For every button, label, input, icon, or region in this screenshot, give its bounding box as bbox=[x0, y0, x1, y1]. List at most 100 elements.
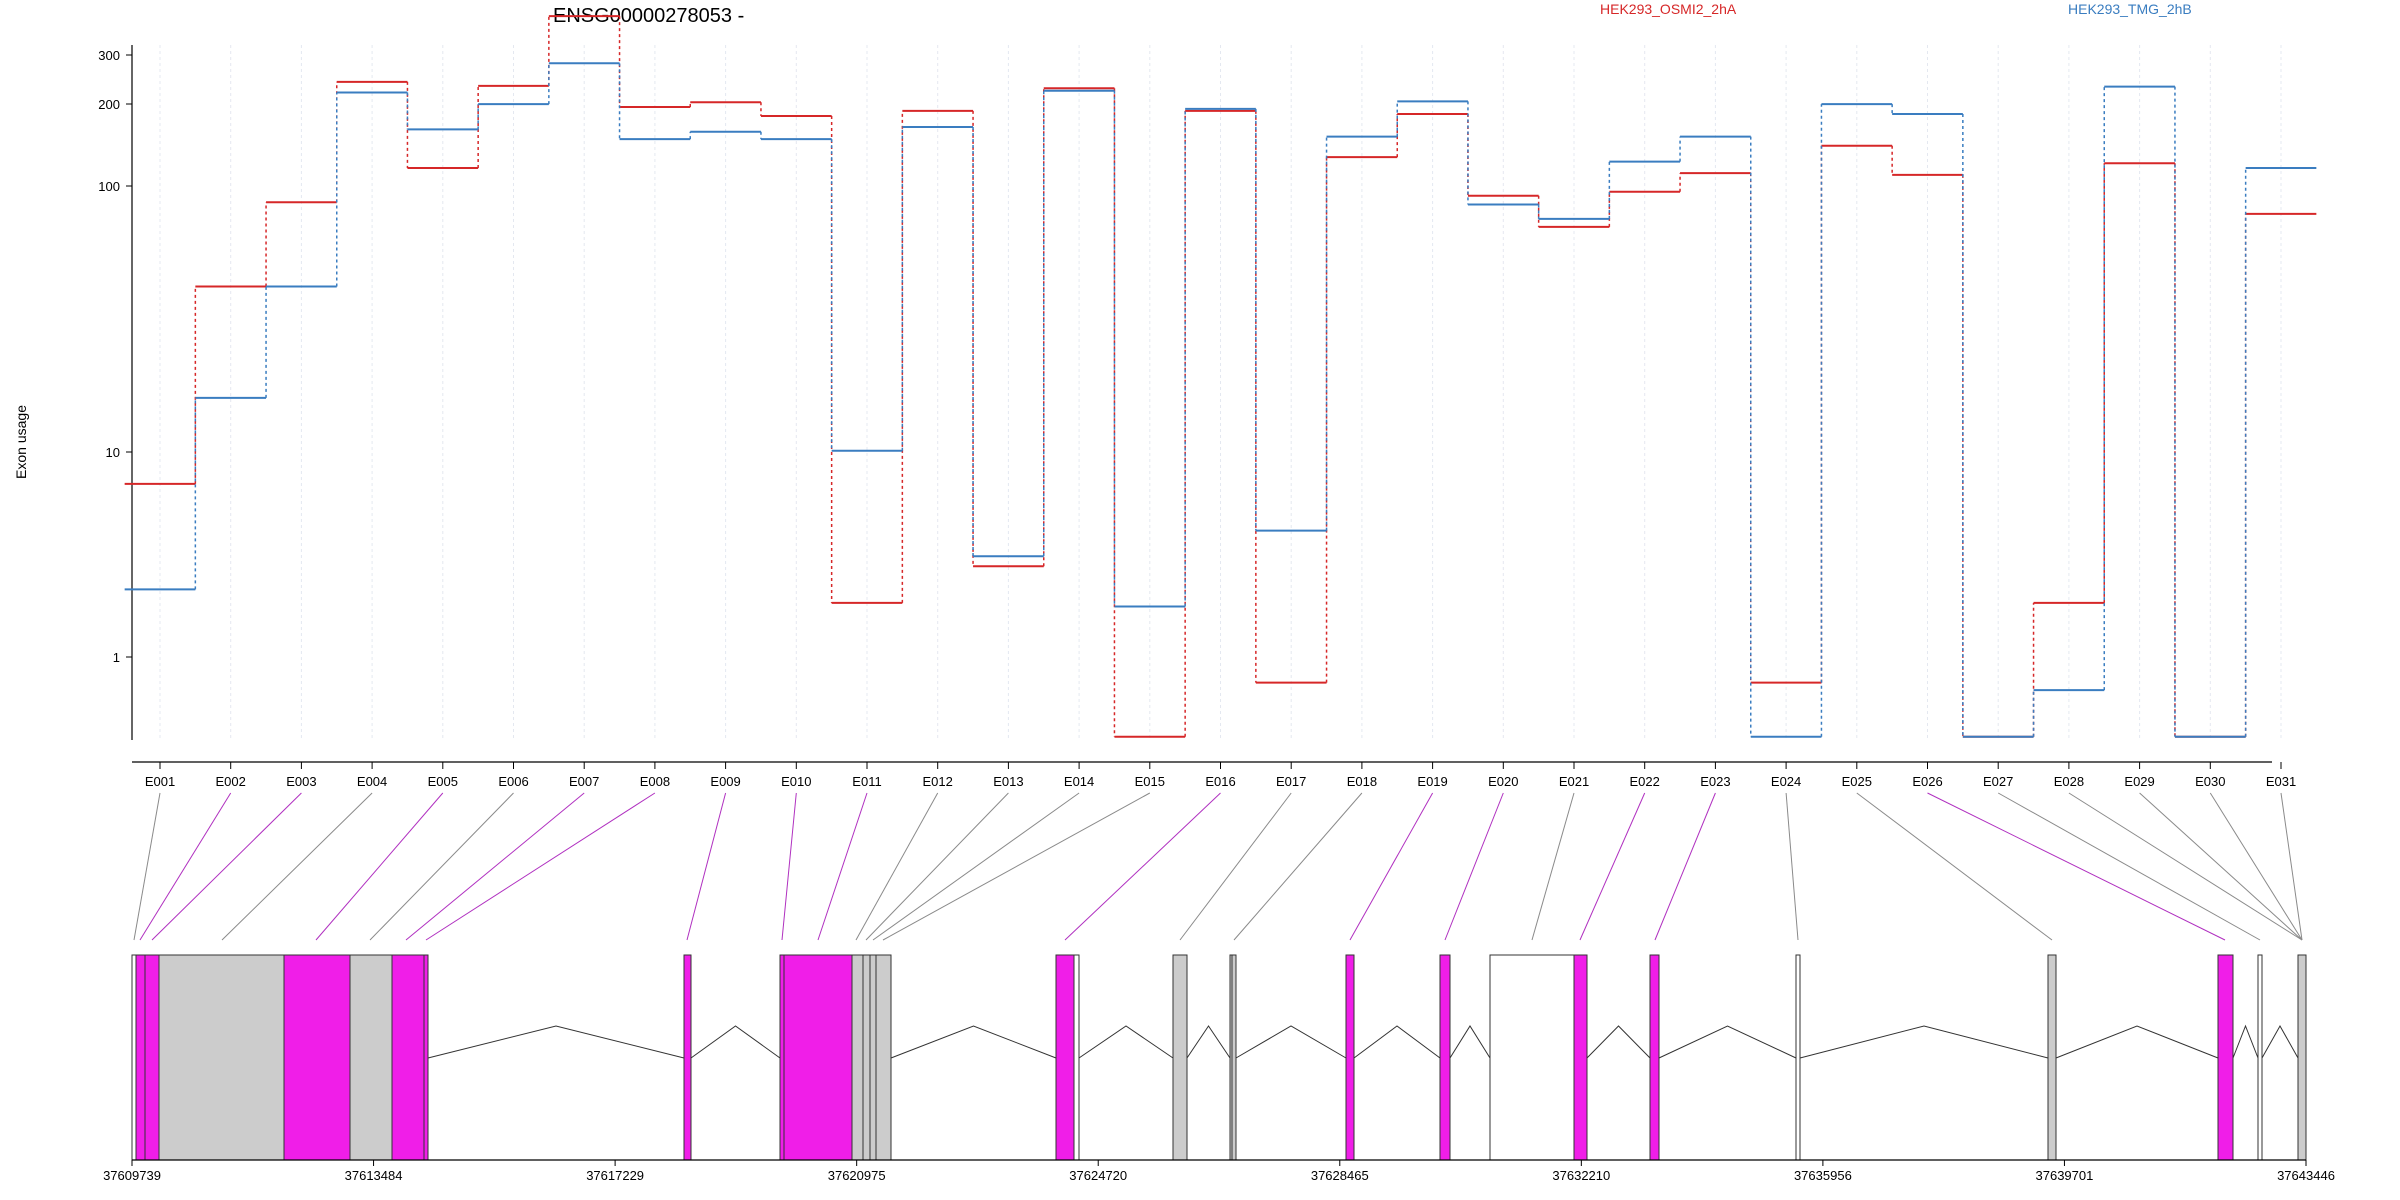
exon-block-11 bbox=[851, 954, 864, 1161]
exon-label-E006: E006 bbox=[498, 774, 528, 789]
connector-E019 bbox=[1349, 792, 1434, 941]
coordinate-label-3: 37620975 bbox=[828, 1168, 886, 1183]
exon-label-E012: E012 bbox=[923, 774, 953, 789]
exon-label-E001: E001 bbox=[145, 774, 175, 789]
exon-label-E007: E007 bbox=[569, 774, 599, 789]
y-axis-label: Exon usage bbox=[13, 405, 29, 479]
intron-8 bbox=[690, 1025, 781, 1059]
legend-entry-tmg: HEK293_TMG_2hB bbox=[2068, 1, 2192, 17]
y-tick-300: 300 bbox=[98, 48, 132, 63]
exon-block-5 bbox=[349, 954, 393, 1161]
exon-block-24 bbox=[1649, 954, 1660, 1161]
exon-connectors bbox=[133, 792, 2303, 941]
y-tick-label-300: 300 bbox=[98, 48, 120, 63]
connector-E020 bbox=[1444, 792, 1504, 941]
exon-block-2 bbox=[144, 954, 160, 1161]
exon-label-E028: E028 bbox=[2054, 774, 2084, 789]
connector-E004 bbox=[221, 792, 373, 941]
connector-E017 bbox=[1179, 792, 1292, 941]
exon-block-14 bbox=[875, 954, 892, 1161]
coordinate-label-9: 37643446 bbox=[2277, 1168, 2335, 1183]
exon-label-E024: E024 bbox=[1771, 774, 1801, 789]
connector-E008 bbox=[425, 792, 656, 941]
exon-label-E022: E022 bbox=[1630, 774, 1660, 789]
intron-7 bbox=[427, 1025, 685, 1059]
connector-E006 bbox=[369, 792, 514, 941]
legend-entry-osmi2: HEK293_OSMI2_2hA bbox=[1600, 1, 1737, 17]
exon-block-29 bbox=[2297, 954, 2307, 1161]
coordinate-label-5: 37628465 bbox=[1311, 1168, 1369, 1183]
exon-label-E003: E003 bbox=[286, 774, 316, 789]
chart-title: ENSG00000278053 - bbox=[553, 5, 744, 27]
exon-label-E011: E011 bbox=[852, 774, 881, 789]
exon-label-E025: E025 bbox=[1842, 774, 1872, 789]
exon-block-19 bbox=[1231, 954, 1237, 1161]
exon-label-E005: E005 bbox=[428, 774, 458, 789]
connector-E031 bbox=[2280, 792, 2303, 941]
exon-block-7 bbox=[423, 954, 429, 1161]
y-tick-200: 200 bbox=[98, 97, 132, 112]
connector-E022 bbox=[1579, 792, 1646, 941]
connector-E025 bbox=[1856, 792, 2053, 941]
intron-21 bbox=[1449, 1025, 1491, 1059]
exon-block-8 bbox=[683, 954, 692, 1161]
exon-label-E016: E016 bbox=[1205, 774, 1235, 789]
connector-E021 bbox=[1531, 792, 1575, 941]
connector-E007 bbox=[405, 792, 585, 941]
y-tick-1: 1 bbox=[113, 650, 132, 665]
connector-E010 bbox=[781, 792, 797, 941]
connector-E015 bbox=[882, 792, 1151, 941]
connector-E012 bbox=[855, 792, 939, 941]
coordinate-label-7: 37635956 bbox=[1794, 1168, 1852, 1183]
coordinate-label-1: 37613484 bbox=[345, 1168, 403, 1183]
exon-block-10 bbox=[783, 954, 853, 1161]
gene-model bbox=[131, 954, 2307, 1161]
coordinate-label-4: 37624720 bbox=[1069, 1168, 1127, 1183]
y-tick-label-200: 200 bbox=[98, 97, 120, 112]
exon-block-3 bbox=[158, 954, 285, 1161]
connector-E011 bbox=[817, 792, 868, 941]
connector-E016 bbox=[1064, 792, 1221, 941]
intron-23 bbox=[1586, 1025, 1651, 1059]
connector-E013 bbox=[865, 792, 1009, 941]
y-tick-label-1: 1 bbox=[113, 650, 120, 665]
connector-E028 bbox=[2068, 792, 2303, 941]
connector-E023 bbox=[1654, 792, 1716, 941]
connector-E009 bbox=[686, 792, 727, 941]
connector-E029 bbox=[2139, 792, 2303, 941]
exon-label-E027: E027 bbox=[1983, 774, 2013, 789]
exon-label-E023: E023 bbox=[1700, 774, 1730, 789]
intron-14 bbox=[890, 1025, 1057, 1059]
exon-label-E029: E029 bbox=[2124, 774, 2154, 789]
connector-E030 bbox=[2209, 792, 2303, 941]
intron-20 bbox=[1353, 1025, 1441, 1059]
connector-E018 bbox=[1233, 792, 1363, 941]
exon-label-E031: E031 bbox=[2266, 774, 2296, 789]
intron-27 bbox=[2232, 1024, 2259, 1059]
intron-26 bbox=[2055, 1025, 2219, 1059]
series-HEK293_TMG_2hB bbox=[124, 62, 2317, 738]
exon-block-27 bbox=[2217, 954, 2234, 1161]
exon-label-E018: E018 bbox=[1347, 774, 1377, 789]
series-lines bbox=[124, 15, 2317, 738]
exon-label-E026: E026 bbox=[1912, 774, 1942, 789]
connector-E005 bbox=[315, 792, 444, 941]
exon-block-17 bbox=[1172, 954, 1188, 1161]
exon-block-28 bbox=[2257, 954, 2263, 1161]
exon-block-21 bbox=[1439, 954, 1451, 1161]
exon-label-E002: E002 bbox=[216, 774, 246, 789]
intron-19 bbox=[1235, 1025, 1347, 1059]
coordinate-label-6: 37632210 bbox=[1552, 1168, 1610, 1183]
y-tick-100: 100 bbox=[98, 179, 132, 194]
coordinate-label-0: 37609739 bbox=[103, 1168, 161, 1183]
exon-label-E009: E009 bbox=[710, 774, 740, 789]
exon-block-9 bbox=[779, 954, 785, 1161]
connector-E024 bbox=[1785, 792, 1799, 941]
exon-label-E014: E014 bbox=[1064, 774, 1094, 789]
exon-label-E013: E013 bbox=[993, 774, 1023, 789]
y-axis-ticks: 1 10 100 200 300 bbox=[98, 48, 132, 665]
connector-E026 bbox=[1927, 792, 2226, 941]
y-tick-label-100: 100 bbox=[98, 179, 120, 194]
connector-E002 bbox=[139, 792, 232, 941]
